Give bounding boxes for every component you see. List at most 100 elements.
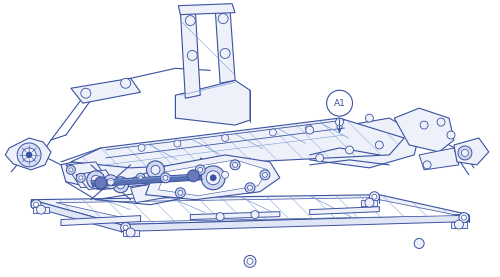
Circle shape (201, 166, 225, 190)
Circle shape (420, 121, 428, 129)
Polygon shape (158, 160, 268, 196)
Polygon shape (61, 148, 160, 190)
Circle shape (174, 140, 181, 147)
Circle shape (87, 171, 104, 189)
Polygon shape (56, 198, 459, 222)
Polygon shape (215, 9, 235, 83)
Circle shape (365, 198, 374, 207)
Polygon shape (310, 207, 380, 215)
Circle shape (220, 48, 230, 58)
Circle shape (370, 192, 380, 202)
Circle shape (326, 90, 352, 116)
Circle shape (366, 114, 374, 122)
Polygon shape (178, 4, 235, 15)
Circle shape (306, 126, 314, 134)
Circle shape (459, 213, 469, 223)
Circle shape (36, 205, 46, 214)
Polygon shape (419, 148, 459, 170)
Circle shape (17, 143, 41, 167)
Polygon shape (122, 230, 138, 235)
Polygon shape (66, 162, 110, 188)
Circle shape (96, 180, 105, 189)
Circle shape (123, 225, 128, 230)
Polygon shape (130, 182, 170, 203)
Polygon shape (394, 108, 454, 152)
Circle shape (120, 223, 130, 232)
Polygon shape (61, 216, 140, 225)
Circle shape (245, 183, 255, 193)
Circle shape (99, 183, 102, 187)
Circle shape (372, 194, 377, 199)
Circle shape (458, 146, 472, 160)
Circle shape (120, 78, 130, 88)
Circle shape (107, 178, 114, 185)
Circle shape (454, 220, 464, 229)
Circle shape (462, 215, 466, 220)
Circle shape (26, 152, 32, 158)
Polygon shape (33, 207, 49, 213)
Circle shape (262, 172, 268, 177)
Circle shape (95, 177, 106, 189)
Circle shape (176, 188, 186, 198)
Circle shape (69, 168, 73, 172)
Circle shape (104, 175, 118, 189)
Circle shape (112, 177, 128, 193)
Polygon shape (362, 200, 378, 206)
Circle shape (222, 171, 228, 178)
Circle shape (138, 144, 145, 151)
Circle shape (414, 238, 424, 248)
Circle shape (248, 185, 252, 190)
Circle shape (186, 16, 196, 25)
Circle shape (116, 181, 124, 189)
Circle shape (376, 141, 384, 149)
Polygon shape (180, 9, 201, 98)
Circle shape (316, 154, 324, 162)
Circle shape (232, 162, 237, 167)
Circle shape (22, 148, 36, 162)
Circle shape (447, 131, 455, 139)
Circle shape (251, 211, 259, 219)
Polygon shape (451, 222, 467, 227)
Circle shape (66, 165, 76, 174)
Circle shape (163, 175, 168, 180)
Circle shape (346, 146, 354, 154)
Circle shape (188, 50, 198, 60)
Circle shape (244, 255, 256, 267)
Circle shape (151, 165, 160, 174)
Circle shape (198, 167, 202, 172)
Circle shape (79, 176, 83, 180)
Circle shape (230, 160, 240, 170)
Circle shape (423, 161, 431, 169)
Polygon shape (176, 80, 250, 125)
Polygon shape (76, 170, 116, 190)
Polygon shape (454, 138, 489, 165)
Polygon shape (146, 155, 280, 200)
Circle shape (270, 129, 276, 136)
Circle shape (76, 173, 86, 182)
Text: A1: A1 (334, 99, 345, 108)
Circle shape (81, 88, 91, 98)
Circle shape (218, 168, 232, 182)
Circle shape (92, 175, 100, 184)
Circle shape (305, 125, 312, 132)
Circle shape (222, 135, 228, 142)
Circle shape (146, 161, 164, 179)
Circle shape (210, 175, 216, 181)
Circle shape (336, 118, 344, 126)
Polygon shape (5, 138, 51, 170)
Circle shape (178, 190, 183, 195)
Circle shape (196, 165, 205, 175)
Circle shape (138, 176, 142, 180)
Polygon shape (71, 78, 140, 103)
Circle shape (437, 118, 445, 126)
Circle shape (126, 228, 135, 237)
Polygon shape (71, 118, 404, 168)
Circle shape (136, 173, 145, 182)
Polygon shape (190, 212, 280, 220)
Polygon shape (31, 200, 469, 232)
Polygon shape (310, 118, 419, 168)
Circle shape (31, 200, 41, 210)
Circle shape (188, 170, 200, 182)
Circle shape (216, 213, 224, 220)
Circle shape (34, 202, 38, 207)
